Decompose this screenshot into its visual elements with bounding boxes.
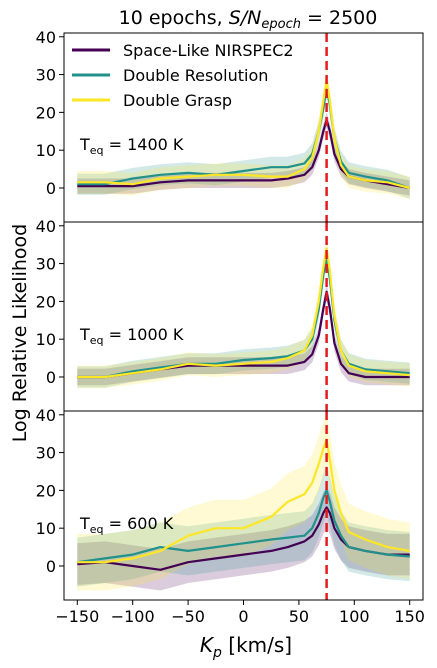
panel-label-suffix: = 1000 K	[104, 325, 184, 344]
panel-label: Teq = 1000 K	[79, 325, 184, 347]
legend-label: Space-Like NIRSPEC2	[123, 41, 294, 60]
y-tick-label: 20	[36, 292, 56, 311]
panel-label-main: T	[79, 325, 90, 344]
series-line	[77, 438, 410, 564]
y-tick-label: 40	[36, 28, 56, 47]
y-tick-label: 0	[46, 557, 56, 576]
plot-area	[77, 411, 410, 600]
x-tick-label: 0	[238, 607, 248, 626]
y-tick-label: 0	[46, 179, 56, 198]
title-math-main: S/N	[229, 7, 262, 29]
y-axis-label: Log Relative Likelihood	[9, 224, 31, 442]
y-tick-label: 20	[36, 481, 56, 500]
legend: Space-Like NIRSPEC2 Double Resolution Doub…	[72, 41, 294, 110]
panel-label: Teq = 1400 K	[79, 135, 184, 157]
x-tick-label: 100	[339, 607, 370, 626]
chart-title: 10 epochs, S/Nepoch = 2500	[119, 7, 378, 32]
y-tick-label: 0	[46, 368, 56, 387]
y-tick-label: 10	[36, 141, 56, 160]
panel-label-sub: eq	[90, 523, 104, 536]
legend-label: Double Grasp	[123, 91, 232, 110]
panel-label-sub: eq	[90, 334, 104, 347]
xlabel-sub: p	[212, 645, 222, 661]
plot-area	[77, 222, 410, 411]
y-tick-label: 40	[36, 406, 56, 425]
series-line	[77, 247, 410, 379]
title-math-sub: epoch	[261, 17, 301, 32]
y-tick-label: 10	[36, 519, 56, 538]
y-tick-label: 40	[36, 217, 56, 236]
panels: 0 10 20 30 40 Teq = 1400 K 0 10 20 30 40 Teq = 1000…	[36, 28, 425, 626]
series-line	[77, 79, 410, 190]
uncertainty-band	[77, 77, 410, 199]
x-tick-label: 150	[394, 607, 425, 626]
xlabel-unit: [km/s]	[222, 633, 292, 657]
x-tick-label: −100	[111, 607, 155, 626]
panel-label-sub: eq	[90, 144, 104, 157]
legend-label: Double Resolution	[123, 66, 268, 85]
x-axis-label: Kp [km/s]	[200, 633, 292, 661]
x-tick-label: −50	[171, 607, 205, 626]
panel: 0 10 20 30 40 Teq = 1400 K	[36, 28, 424, 223]
panel: 0 10 20 30 40 Teq = 600 K	[36, 406, 424, 605]
panel-label-suffix: = 1400 K	[104, 135, 184, 154]
y-tick-label: 30	[36, 66, 56, 85]
title-math-suffix: = 2500	[301, 7, 377, 29]
panel: 0 10 20 30 40 Teq = 1000 K	[36, 217, 424, 412]
panel-label-suffix: = 600 K	[104, 514, 174, 533]
series-line	[77, 489, 410, 564]
x-tick-label: 50	[289, 607, 309, 626]
title-prefix: 10 epochs,	[119, 7, 229, 29]
plot-area	[77, 33, 411, 222]
y-tick-label: 20	[36, 103, 56, 122]
panel-label: Teq = 600 K	[79, 514, 174, 536]
x-tick-label: −150	[55, 607, 99, 626]
y-tick-label: 30	[36, 255, 56, 274]
y-tick-label: 10	[36, 330, 56, 349]
panel-label-main: T	[79, 514, 90, 533]
panel-label-main: T	[79, 135, 90, 154]
xlabel-main: K	[200, 633, 215, 657]
y-tick-label: 30	[36, 444, 56, 463]
